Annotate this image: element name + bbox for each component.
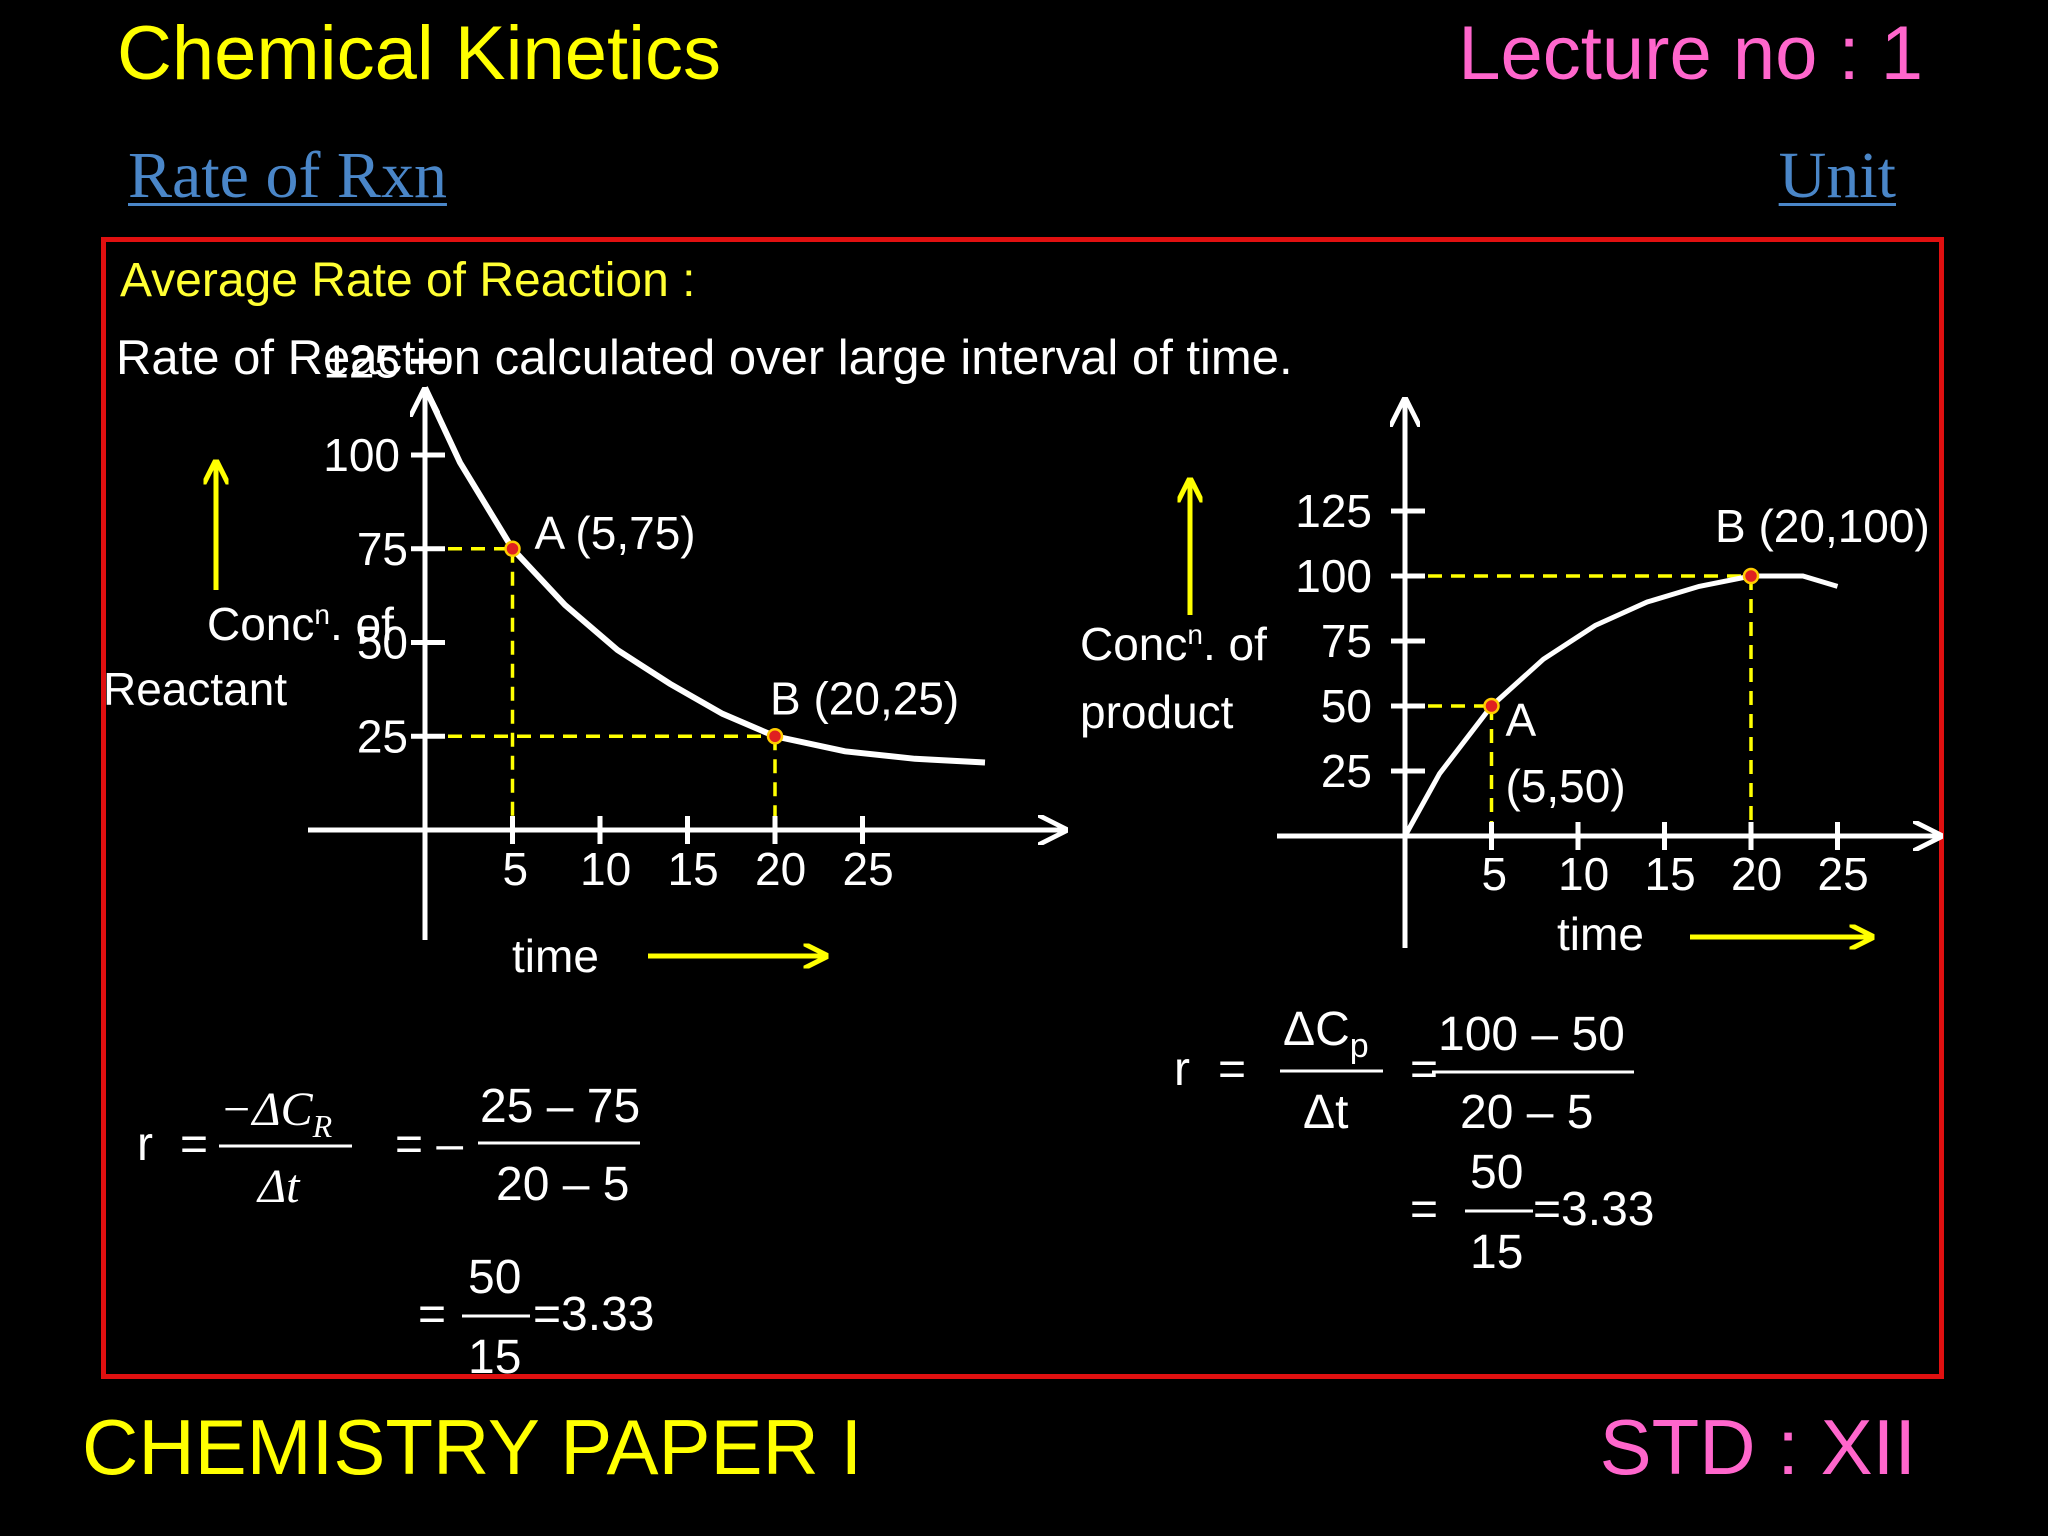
reactant-rate-formula: r = −ΔCR Δt = – 25 – 75 20 – 5 = 50 15 =… (137, 1080, 654, 1384)
content-frame (101, 237, 1944, 1379)
reactant-y-tick-label-100: 100 (323, 429, 400, 481)
reactant-x-tick-label-10: 10 (580, 843, 631, 895)
formula2-step1-numerator: 100 – 50 (1438, 1008, 1625, 1061)
formula2-r: r (1174, 1043, 1190, 1096)
reactant-y-tick-label-50: 50 (357, 617, 408, 669)
reactant-x-tick-label-20: 20 (755, 843, 806, 895)
formula1-r: r (137, 1118, 153, 1171)
formula2-step2-denominator: 15 (1470, 1226, 1523, 1279)
product-point-1 (1742, 567, 1760, 585)
product-point-label-0-line1: A (1506, 694, 1537, 746)
formula1-step2-numerator: 50 (468, 1251, 521, 1304)
formula2-step1-sign: = (1410, 1043, 1438, 1096)
product-y-tick-label-75: 75 (1321, 615, 1372, 667)
product-rate-formula: r = ΔCp Δt = 100 – 50 20 – 5 = 50 15 =3.… (1174, 1003, 1654, 1279)
product-ylabel-line2: product (1080, 686, 1234, 738)
section-heading: Average Rate of Reaction : (120, 254, 696, 307)
reactant-x-tick-label-15: 15 (668, 843, 719, 895)
formula2-equals: = (1218, 1043, 1246, 1096)
reactant-point-1 (766, 728, 784, 745)
formula1-equals: = (180, 1118, 208, 1171)
product-point-label-1: B (20,100) (1715, 500, 1930, 552)
product-x-tick-label-10: 10 (1558, 848, 1609, 900)
svg-text:=: = (418, 1288, 446, 1341)
formula2-result: =3.33 (1533, 1183, 1654, 1236)
svg-text:=: = (1410, 1183, 1438, 1236)
product-x-tick-label-5: 5 (1482, 848, 1508, 900)
formula1-step1-denominator: 20 – 5 (496, 1158, 629, 1211)
reactant-point-label-1: B (20,25) (770, 672, 959, 724)
formula2-numerator: ΔCp (1283, 1003, 1369, 1065)
formula1-step1-numerator: 25 – 75 (480, 1080, 640, 1133)
formula1-step1-sign: = – (395, 1118, 463, 1171)
lecture-number: Lecture no : 1 (1458, 11, 1923, 96)
product-y-tick-label-100: 100 (1295, 550, 1372, 602)
formula1-numerator: −ΔCR (220, 1083, 333, 1144)
reactant-curve (422, 386, 986, 766)
formula2-step1-denominator: 20 – 5 (1460, 1086, 1593, 1139)
reactant-x-tick-label-5: 5 (503, 843, 529, 895)
reactant-y-tick-label-75: 75 (357, 523, 408, 575)
product-ylabel: Concn. of (1080, 618, 1267, 670)
reactant-x-tick-label-25: 25 (843, 843, 894, 895)
product-xlabel: time (1557, 908, 1644, 960)
reactant-y-tick-label-125: 125 (323, 335, 400, 387)
unit-link[interactable]: Unit (1778, 139, 1896, 212)
reactant-point-label-0: A (5,75) (535, 507, 696, 559)
product-x-tick-label-25: 25 (1818, 848, 1869, 900)
slide-title: Chemical Kinetics (117, 11, 721, 96)
reactant-ylabel-line2: Reactant (103, 663, 287, 715)
product-x-tick-label-15: 15 (1645, 848, 1696, 900)
reactant-y-tick-label-25: 25 (357, 710, 408, 762)
reactant-xlabel: time (512, 930, 599, 982)
product-x-tick-label-20: 20 (1731, 848, 1782, 900)
footer-standard: STD : XII (1599, 1403, 1916, 1491)
product-curve (1402, 573, 1839, 838)
formula2-denominator: Δt (1303, 1086, 1348, 1139)
formula1-result: =3.33 (533, 1288, 654, 1341)
footer-subject: CHEMISTRY PAPER I (82, 1403, 863, 1491)
product-point-label-0-line2: (5,50) (1506, 760, 1626, 812)
definition-text: Rate of Reaction calculated over large i… (116, 331, 1293, 385)
product-y-tick-label-125: 125 (1295, 485, 1372, 537)
formula2-step2-numerator: 50 (1470, 1146, 1523, 1199)
formula1-step2-denominator: 15 (468, 1331, 521, 1384)
rate-of-rxn-link[interactable]: Rate of Rxn (128, 139, 447, 212)
reactant-ylabel: Concn. of (207, 598, 394, 650)
product-y-tick-label-25: 25 (1321, 745, 1372, 797)
product-y-tick-label-50: 50 (1321, 680, 1372, 732)
reactant-point-0 (504, 540, 521, 557)
formula1-denominator: Δt (256, 1160, 301, 1213)
product-point-0 (1483, 697, 1500, 715)
